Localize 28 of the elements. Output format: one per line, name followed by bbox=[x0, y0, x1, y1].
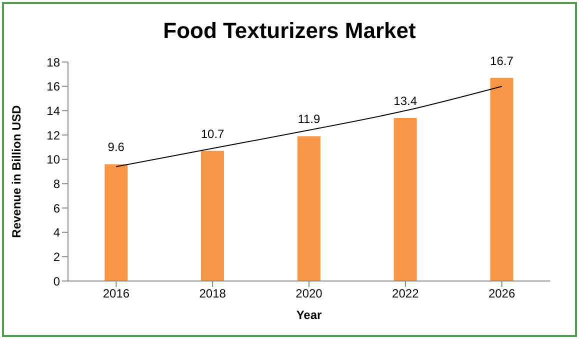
bar bbox=[394, 118, 417, 281]
data-label: 13.4 bbox=[394, 94, 418, 108]
y-axis-title: Revenue in Billion USD bbox=[9, 104, 24, 238]
bar bbox=[297, 136, 320, 281]
x-axis-title: Year bbox=[296, 308, 322, 322]
data-label: 16.7 bbox=[490, 54, 514, 68]
x-tick-label: 2022 bbox=[392, 286, 420, 301]
y-tick-label: 6 bbox=[53, 201, 60, 216]
x-tick-label: 2016 bbox=[102, 286, 130, 301]
x-tick-label: 2026 bbox=[488, 286, 516, 301]
bar bbox=[490, 78, 514, 281]
y-tick-label: 12 bbox=[46, 128, 60, 142]
data-label: 11.9 bbox=[298, 112, 320, 126]
data-label: 9.6 bbox=[108, 140, 125, 154]
y-tick-label: 14 bbox=[46, 104, 60, 118]
bar bbox=[201, 150, 224, 281]
y-tick-label: 10 bbox=[46, 152, 60, 167]
y-tick-label: 8 bbox=[53, 176, 60, 191]
x-tick-label: 2018 bbox=[199, 286, 226, 301]
y-tick-label: 16 bbox=[46, 80, 60, 94]
x-tick-label: 2020 bbox=[296, 286, 323, 301]
y-tick-label: 18 bbox=[46, 55, 60, 70]
y-tick-label: 4 bbox=[53, 226, 60, 240]
chart-title: Food Texturizers Market bbox=[162, 18, 417, 45]
data-label: 10.7 bbox=[200, 126, 225, 141]
y-tick-label: 2 bbox=[53, 250, 60, 264]
bar bbox=[104, 164, 128, 281]
y-tick-label: 0 bbox=[53, 274, 60, 288]
